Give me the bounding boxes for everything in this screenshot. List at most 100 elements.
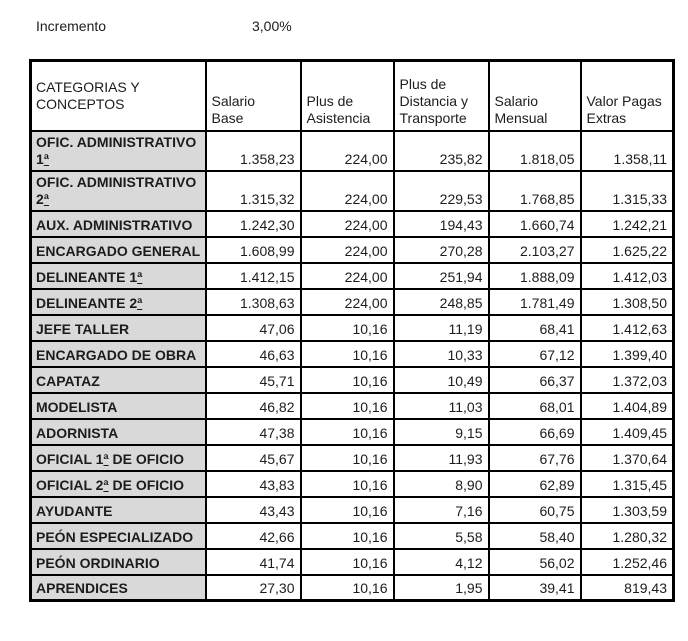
value-cell: 248,85 [392,287,490,316]
table-row: PEÓN ESPECIALIZADO 42,66 10,16 5,58 58,40 1.2… [29,521,675,550]
value-cell: 10,16 [299,365,395,394]
column-header-plus-distancia: Plus de Distancia y Transporte [392,59,490,132]
value-cell: 10,16 [299,443,395,472]
value-cell: 1.412,03 [579,261,675,290]
value-cell: 8,90 [392,469,490,498]
table-row: AUX. ADMINISTRATIVO 1.242,30 224,00 194,43 1… [29,209,675,238]
table-row: MODELISTA 46,82 10,16 11,03 68,01 1.404,89 [29,391,675,420]
value-cell: 10,49 [392,365,490,394]
value-cell: 10,33 [392,339,490,368]
value-cell: 1.308,50 [579,287,675,316]
table-row: JEFE TALLER 47,06 10,16 11,19 68,41 1.412,63 [29,313,675,342]
value-cell: 10,16 [299,547,395,576]
table-row: ENCARGADO DE OBRA 46,63 10,16 10,33 67,12 1.3… [29,339,675,368]
value-cell: 224,00 [299,169,395,212]
table-row: OFICIAL 2ª DE OFICIO 43,83 10,16 8,90 62,89 1… [29,469,675,498]
value-cell: 66,69 [487,417,582,446]
value-cell: 270,28 [392,235,490,264]
value-cell: 10,16 [299,313,395,342]
value-cell: 1,95 [392,573,490,602]
value-cell: 224,00 [299,129,395,172]
value-cell: 41,74 [204,547,302,576]
category-cell: MODELISTA [29,391,207,420]
value-cell: 1.372,03 [579,365,675,394]
value-cell: 11,93 [392,443,490,472]
value-cell: 1.888,09 [487,261,582,290]
category-cell: AUX. ADMINISTRATIVO [29,209,207,238]
category-cell: APRENDICES [29,573,207,602]
value-cell: 1.308,63 [204,287,302,316]
value-cell: 1.370,64 [579,443,675,472]
value-cell: 58,40 [487,521,582,550]
table-row: ENCARGADO GENERAL 1.608,99 224,00 270,28 2.1… [29,235,675,264]
value-cell: 67,76 [487,443,582,472]
value-cell: 1.315,33 [579,169,675,212]
value-cell: 9,15 [392,417,490,446]
value-cell: 1.768,85 [487,169,582,212]
table-header: CATEGORIAS Y CONCEPTOS Salario Base Plus… [29,59,675,132]
table-row: ADORNISTA 47,38 10,16 9,15 66,69 1.409,45 [29,417,675,446]
value-cell: 229,53 [392,169,490,212]
category-cell: ENCARGADO GENERAL [29,235,207,264]
value-cell: 1.303,59 [579,495,675,524]
value-cell: 42,66 [204,521,302,550]
category-cell: DELINEANTE 2ª [29,287,207,316]
value-cell: 62,89 [487,469,582,498]
column-header-salario-base: Salario Base [204,59,302,132]
table-row: PEÓN ORDINARIO 41,74 10,16 4,12 56,02 1.252,4… [29,547,675,576]
value-cell: 1.242,21 [579,209,675,238]
value-cell: 47,06 [204,313,302,342]
value-cell: 1.280,32 [579,521,675,550]
table-row: DELINEANTE 1ª 1.412,15 224,00 251,94 1.888,0… [29,261,675,290]
value-cell: 43,83 [204,469,302,498]
value-cell: 10,16 [299,339,395,368]
table-row: AYUDANTE 43,43 10,16 7,16 60,75 1.303,59 [29,495,675,524]
value-cell: 10,16 [299,469,395,498]
category-cell: PEÓN ORDINARIO [29,547,207,576]
value-cell: 1.315,45 [579,469,675,498]
increment-value: 3,00% [252,18,292,34]
header-row: CATEGORIAS Y CONCEPTOS Salario Base Plus… [29,59,675,132]
table-row: OFICIAL 1ª DE OFICIO 45,67 10,16 11,93 67,76… [29,443,675,472]
table-row: CAPATAZ 45,71 10,16 10,49 66,37 1.372,03 [29,365,675,394]
value-cell: 224,00 [299,209,395,238]
value-cell: 1.399,40 [579,339,675,368]
value-cell: 67,12 [487,339,582,368]
value-cell: 224,00 [299,261,395,290]
salary-table: CATEGORIAS Y CONCEPTOS Salario Base Plus… [29,59,675,603]
value-cell: 46,63 [204,339,302,368]
value-cell: 10,16 [299,417,395,446]
value-cell: 1.252,46 [579,547,675,576]
value-cell: 224,00 [299,235,395,264]
increment-label: Incremento [36,18,107,34]
value-cell: 60,75 [487,495,582,524]
table-row: OFIC. ADMINISTRATIVO 2ª 1.315,32 224,00 229… [29,169,675,212]
value-cell: 46,82 [204,391,302,420]
value-cell: 27,30 [204,573,302,602]
value-cell: 39,41 [487,573,582,602]
value-cell: 1.315,32 [204,169,302,212]
category-cell: AYUDANTE [29,495,207,524]
value-cell: 224,00 [299,287,395,316]
value-cell: 10,16 [299,521,395,550]
value-cell: 1.608,99 [204,235,302,264]
value-cell: 11,19 [392,313,490,342]
value-cell: 68,01 [487,391,582,420]
category-cell: ADORNISTA [29,417,207,446]
value-cell: 7,16 [392,495,490,524]
value-cell: 66,37 [487,365,582,394]
category-cell: ENCARGADO DE OBRA [29,339,207,368]
value-cell: 11,03 [392,391,490,420]
category-cell: OFICIAL 2ª DE OFICIO [29,469,207,498]
category-cell: CAPATAZ [29,365,207,394]
column-header-salario-mensual: Salario Mensual [487,59,582,132]
value-cell: 10,16 [299,495,395,524]
table-body: OFIC. ADMINISTRATIVO 1ª 1.358,23 224,00 235… [29,129,675,602]
value-cell: 43,43 [204,495,302,524]
category-cell: OFIC. ADMINISTRATIVO 1ª [29,129,207,172]
value-cell: 45,67 [204,443,302,472]
table-row: DELINEANTE 2ª 1.308,63 224,00 248,85 1.781,4… [29,287,675,316]
value-cell: 10,16 [299,573,395,602]
value-cell: 2.103,27 [487,235,582,264]
